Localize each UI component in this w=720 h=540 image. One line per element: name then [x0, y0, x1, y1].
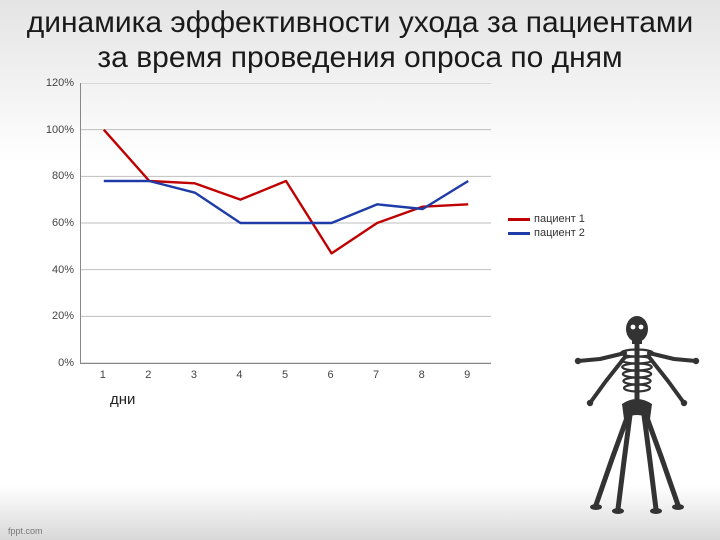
plot-svg: [81, 83, 491, 363]
x-tick-label: 9: [464, 369, 470, 381]
y-tick-label: 60%: [52, 217, 74, 229]
x-tick-label: 2: [145, 369, 151, 381]
legend-label: пациент 2: [534, 227, 585, 239]
footer-credit: fppt.com: [8, 526, 43, 536]
skeleton-icon: [572, 311, 702, 526]
legend-label: пациент 1: [534, 213, 585, 225]
x-tick-label: 3: [191, 369, 197, 381]
y-tick-label: 120%: [46, 77, 74, 89]
legend-item: пациент 1: [508, 213, 585, 225]
legend-item: пациент 2: [508, 227, 585, 239]
x-axis-title: дни: [110, 391, 135, 408]
x-tick-label: 5: [282, 369, 288, 381]
x-tick-label: 7: [373, 369, 379, 381]
legend: пациент 1 пациент 2: [508, 213, 585, 241]
y-tick-label: 100%: [46, 124, 74, 136]
legend-swatch: [508, 218, 530, 221]
x-tick-label: 1: [100, 369, 106, 381]
legend-swatch: [508, 232, 530, 235]
page-title: динамика эффективности ухода за пациента…: [0, 0, 720, 75]
y-tick-label: 80%: [52, 170, 74, 182]
x-tick-label: 4: [236, 369, 242, 381]
plot-area: [80, 83, 491, 364]
y-tick-label: 20%: [52, 310, 74, 322]
y-tick-label: 0%: [58, 357, 74, 369]
y-tick-label: 40%: [52, 264, 74, 276]
x-tick-label: 8: [419, 369, 425, 381]
x-tick-label: 6: [327, 369, 333, 381]
